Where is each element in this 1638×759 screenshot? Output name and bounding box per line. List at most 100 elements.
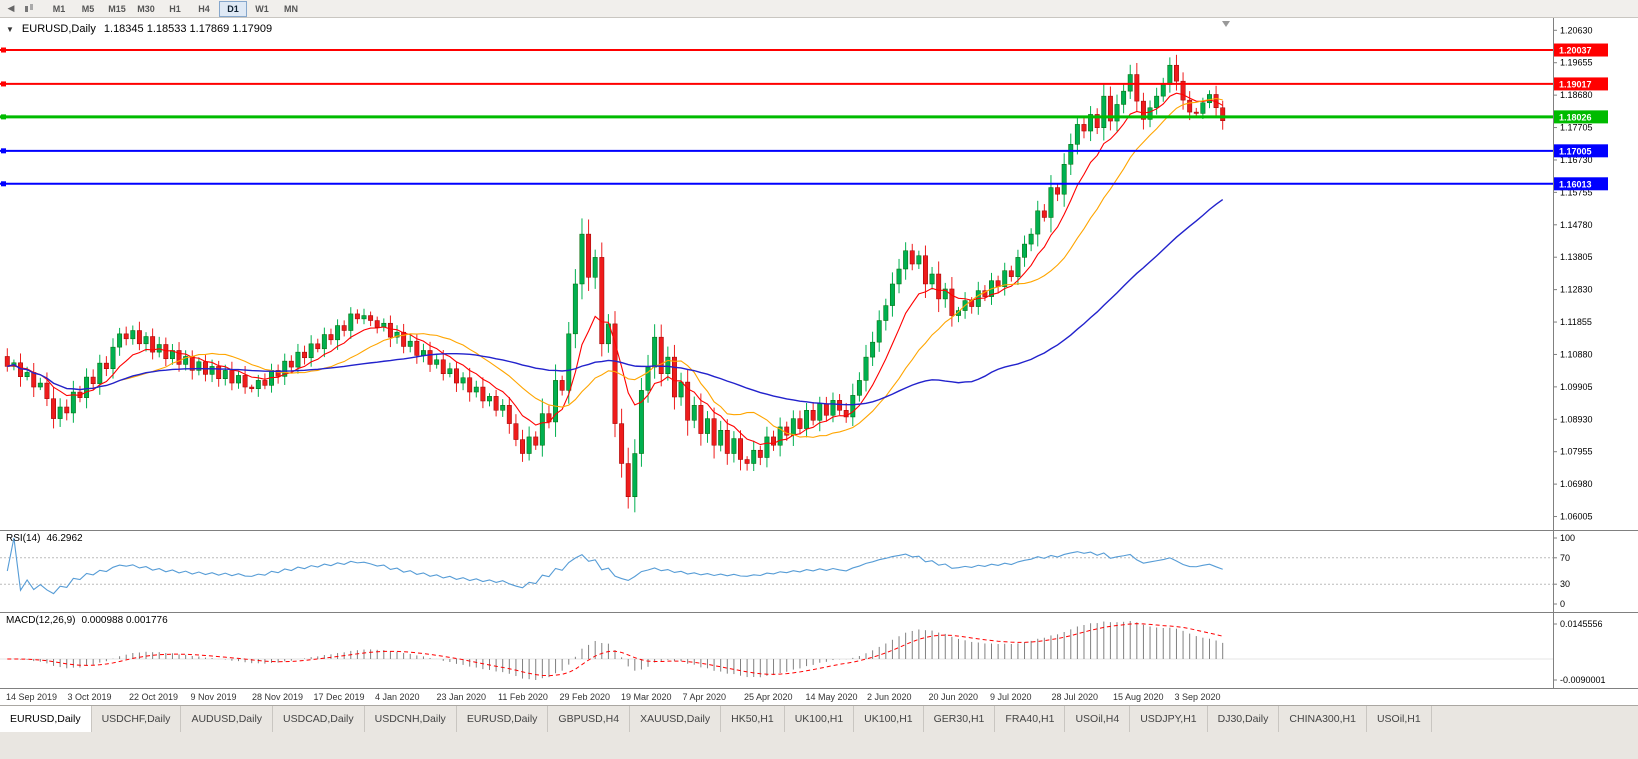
chart-tab[interactable]: EURUSD,Daily	[0, 706, 92, 732]
macd-panel[interactable]: 0.0145556 -0.0090001 MACD(12,26,9) 0.0009…	[0, 612, 1638, 688]
line-handle[interactable]	[1, 181, 6, 187]
chart-tab[interactable]: CHINA300,H1	[1279, 706, 1367, 732]
svg-text:1.11855: 1.11855	[1560, 317, 1592, 327]
date-label: 7 Apr 2020	[682, 692, 727, 702]
svg-text:1.19655: 1.19655	[1560, 58, 1593, 68]
macd-canvas[interactable]: 0.0145556 -0.0090001	[0, 612, 1638, 688]
chart-tab[interactable]: HK50,H1	[721, 706, 785, 732]
candlestick-mode-icon[interactable]	[21, 2, 37, 16]
date-label: 9 Nov 2019	[190, 692, 237, 702]
svg-text:100: 100	[1560, 533, 1575, 543]
price-chart-canvas[interactable]: 1.20630 1.19655 1.18680 1.17705 1.16730 1.157…	[0, 18, 1638, 530]
line-handle[interactable]	[1, 114, 6, 120]
svg-text:1.16730: 1.16730	[1560, 155, 1593, 165]
timeframe-button-m1[interactable]: M1	[52, 3, 66, 14]
svg-text:1.06005: 1.06005	[1560, 512, 1593, 522]
svg-text:1.18026: 1.18026	[1559, 112, 1592, 122]
chart-tab[interactable]: GER30,H1	[924, 706, 996, 732]
chart-tab[interactable]: GBPUSD,H4	[548, 706, 631, 732]
date-label: 3 Oct 2019	[67, 692, 112, 702]
line-handle[interactable]	[1, 47, 6, 53]
date-label: 14 Sep 2019	[6, 692, 58, 702]
chart-tab[interactable]: XAUUSD,Daily	[630, 706, 722, 732]
chart-tab[interactable]: EURUSD,Daily	[457, 706, 549, 732]
rsi-title: RSI(14)	[6, 533, 41, 544]
svg-text:1.06980: 1.06980	[1560, 479, 1593, 489]
svg-text:0.0145556: 0.0145556	[1560, 619, 1603, 629]
date-label: 15 Aug 2020	[1113, 692, 1164, 702]
timeframe-button-m15[interactable]: M15	[108, 3, 126, 14]
date-label: 11 Feb 2020	[498, 692, 548, 702]
svg-text:1.13805: 1.13805	[1560, 252, 1593, 262]
date-label: 9 Jul 2020	[990, 692, 1032, 702]
date-label: 28 Nov 2019	[252, 692, 304, 702]
timeframe-button-h1[interactable]: H1	[169, 3, 181, 14]
main-chart-panel[interactable]: 1.20630 1.19655 1.18680 1.17705 1.16730 1.157…	[0, 18, 1638, 530]
chart-tab[interactable]: FRA40,H1	[995, 706, 1066, 732]
svg-text:1.20630: 1.20630	[1560, 25, 1593, 35]
chart-tab[interactable]: USDCHF,Daily	[92, 706, 182, 732]
price-tag: 1.18026	[1554, 110, 1608, 124]
line-handle[interactable]	[1, 148, 6, 154]
chart-tab[interactable]: UK100,H1	[854, 706, 924, 732]
chart-tab[interactable]: USOil,H1	[1367, 706, 1432, 732]
svg-text:70: 70	[1560, 553, 1570, 563]
svg-text:1.12830: 1.12830	[1560, 285, 1593, 295]
chart-tab[interactable]: UK100,H1	[785, 706, 855, 732]
chart-dropdown-icon[interactable]: ▼	[6, 24, 14, 34]
timeframe-button-w1[interactable]: W1	[255, 3, 269, 14]
chart-shift-marker	[1222, 21, 1230, 27]
timeframe-button-mn[interactable]: MN	[284, 3, 298, 14]
price-tag: 1.19017	[1554, 77, 1608, 91]
timeframe-toolbar: ◀ M1 M5 M15 M30 H1 H4 D1 W1 MN	[0, 0, 1638, 18]
date-label: 4 Jan 2020	[375, 692, 420, 702]
date-label: 28 Jul 2020	[1051, 692, 1099, 702]
ma-mid-line	[7, 97, 1223, 438]
timeframe-button-h4[interactable]: H4	[198, 3, 210, 14]
timeframe-button-d1[interactable]: D1	[219, 0, 247, 17]
svg-text:1.10880: 1.10880	[1560, 349, 1593, 359]
rsi-line	[6, 537, 1223, 595]
chart-tab[interactable]: USDCNH,Daily	[365, 706, 457, 732]
chart-tab[interactable]: USOil,H4	[1065, 706, 1131, 732]
date-label: 25 Apr 2020	[744, 692, 793, 702]
date-label: 29 Feb 2020	[559, 692, 611, 702]
svg-text:1.07955: 1.07955	[1560, 447, 1593, 457]
rsi-canvas[interactable]: 100 70 30 0	[0, 530, 1638, 612]
price-tag: 1.20037	[1554, 43, 1608, 57]
ma-fast-line	[7, 92, 1223, 446]
chart-tab[interactable]: DJ30,Daily	[1208, 706, 1280, 732]
chart-scroll-icon[interactable]: ◀	[7, 3, 15, 13]
candlestick-glyph	[25, 3, 33, 12]
date-label: 17 Dec 2019	[313, 692, 365, 702]
rsi-value: 46.2962	[46, 533, 83, 544]
svg-text:1.17005: 1.17005	[1559, 146, 1592, 156]
timeframe-button-m30[interactable]: M30	[137, 3, 155, 14]
date-label: 22 Oct 2019	[129, 692, 179, 702]
svg-text:1.20037: 1.20037	[1559, 46, 1592, 56]
macd-title: MACD(12,26,9)	[6, 615, 76, 626]
symbol-period-label: EURUSD,Daily	[21, 23, 96, 35]
bottom-strip	[0, 732, 1638, 759]
date-axis: 14 Sep 2019 3 Oct 2019 22 Oct 2019 9 Nov 20…	[0, 688, 1638, 705]
timeframe-button-m5[interactable]: M5	[81, 3, 95, 14]
date-label: 19 Mar 2020	[621, 692, 672, 702]
svg-text:1.14780: 1.14780	[1560, 220, 1593, 230]
macd-values: 0.000988 0.001776	[81, 615, 168, 626]
rsi-label: RSI(14) 46.2962	[6, 533, 83, 544]
chart-tab[interactable]: AUDUSD,Daily	[181, 706, 274, 732]
macd-signal-line	[7, 623, 1223, 677]
svg-text:1.16013: 1.16013	[1559, 179, 1592, 189]
candles-layer	[4, 54, 1226, 513]
ma-slow-line	[7, 198, 1224, 406]
rsi-panel[interactable]: 100 70 30 0 RSI(14) 46.2962	[0, 530, 1638, 612]
date-label: 20 Jun 2020	[928, 692, 979, 702]
line-handle[interactable]	[1, 81, 6, 87]
chart-tab-bar: EURUSD,Daily USDCHF,Daily AUDUSD,Daily USDC…	[0, 705, 1638, 732]
chart-tab[interactable]: USDJPY,H1	[1130, 706, 1208, 732]
svg-text:30: 30	[1560, 579, 1570, 589]
price-axis[interactable]: 1.20630 1.19655 1.18680 1.17705 1.16730 1.157…	[1553, 25, 1593, 522]
chart-tab[interactable]: USDCAD,Daily	[273, 706, 365, 732]
date-label: 14 May 2020	[805, 692, 858, 702]
